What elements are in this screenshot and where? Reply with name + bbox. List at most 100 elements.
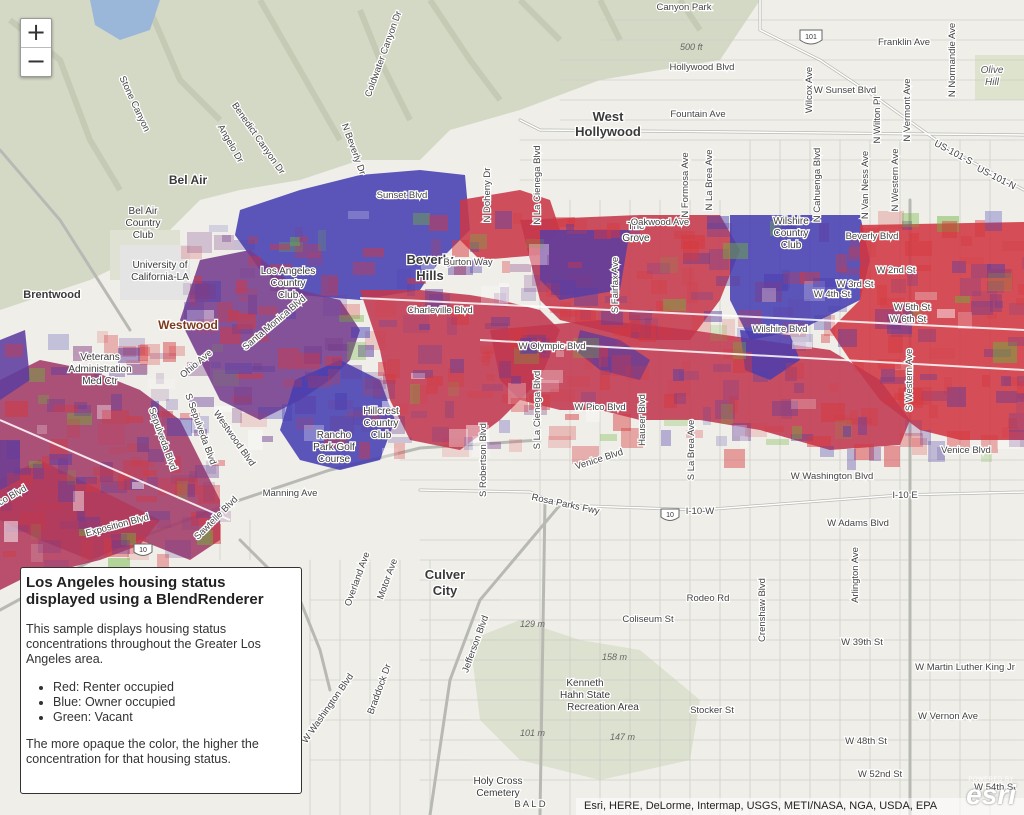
housing-tract[interactable]: [828, 306, 847, 312]
housing-tract[interactable]: [585, 355, 593, 370]
housing-tract[interactable]: [648, 328, 672, 335]
housing-tract[interactable]: [629, 220, 640, 241]
housing-tract[interactable]: [295, 227, 303, 242]
housing-tract[interactable]: [145, 511, 170, 520]
housing-tract[interactable]: [413, 385, 428, 404]
housing-tract[interactable]: [279, 242, 303, 252]
housing-tract[interactable]: [335, 393, 347, 410]
housing-tract[interactable]: [282, 404, 292, 421]
housing-tract[interactable]: [947, 431, 970, 452]
housing-tract[interactable]: [298, 353, 320, 369]
housing-tract[interactable]: [358, 345, 374, 357]
housing-tract[interactable]: [104, 538, 129, 557]
housing-tract[interactable]: [371, 415, 380, 426]
housing-tract[interactable]: [821, 334, 830, 343]
housing-tract[interactable]: [500, 287, 509, 303]
housing-tract[interactable]: [102, 410, 129, 424]
housing-tract[interactable]: [661, 430, 671, 446]
housing-tract[interactable]: [482, 352, 490, 366]
housing-tract[interactable]: [67, 470, 76, 485]
housing-tract[interactable]: [421, 260, 435, 269]
housing-tract[interactable]: [499, 283, 509, 303]
housing-tract[interactable]: [786, 363, 804, 379]
housing-tract[interactable]: [108, 558, 130, 567]
housing-tract[interactable]: [419, 324, 430, 330]
housing-tract[interactable]: [594, 229, 611, 239]
housing-tract[interactable]: [686, 430, 703, 438]
housing-tract[interactable]: [1016, 394, 1024, 413]
housing-tract[interactable]: [820, 446, 834, 457]
housing-tract[interactable]: [353, 262, 375, 275]
housing-tract[interactable]: [887, 323, 912, 334]
housing-tract[interactable]: [898, 388, 923, 408]
housing-tract[interactable]: [449, 429, 468, 447]
housing-tract[interactable]: [511, 376, 521, 384]
housing-tract[interactable]: [189, 471, 197, 482]
housing-tract[interactable]: [858, 417, 867, 435]
housing-tract[interactable]: [296, 417, 314, 430]
housing-tract[interactable]: [667, 380, 690, 397]
housing-tract[interactable]: [574, 288, 598, 306]
housing-tract[interactable]: [464, 437, 473, 450]
housing-tract[interactable]: [903, 304, 913, 323]
housing-tract[interactable]: [74, 402, 87, 409]
housing-tract[interactable]: [448, 368, 464, 387]
housing-tract[interactable]: [800, 272, 820, 284]
housing-region[interactable]: [280, 360, 395, 470]
housing-tract[interactable]: [682, 361, 690, 371]
housing-tract[interactable]: [138, 345, 148, 361]
housing-tract[interactable]: [487, 442, 501, 449]
housing-tract[interactable]: [674, 231, 695, 239]
housing-tract[interactable]: [993, 342, 1017, 363]
housing-tract[interactable]: [937, 447, 945, 460]
housing-tract[interactable]: [629, 310, 652, 320]
housing-tract[interactable]: [124, 479, 143, 490]
housing-tract[interactable]: [130, 461, 155, 467]
housing-tract[interactable]: [109, 368, 125, 377]
housing-tract[interactable]: [20, 512, 46, 530]
housing-tract[interactable]: [398, 404, 408, 414]
housing-tract[interactable]: [127, 443, 148, 452]
housing-tract[interactable]: [605, 296, 627, 303]
housing-tract[interactable]: [601, 311, 623, 325]
housing-tract[interactable]: [613, 328, 637, 336]
housing-tract[interactable]: [813, 278, 839, 287]
housing-tract[interactable]: [572, 446, 599, 464]
housing-tract[interactable]: [198, 485, 220, 504]
housing-tract[interactable]: [485, 350, 493, 359]
housing-tract[interactable]: [869, 447, 881, 461]
housing-tract[interactable]: [363, 378, 382, 396]
housing-tract[interactable]: [397, 269, 411, 289]
housing-tract[interactable]: [1009, 303, 1024, 315]
housing-tract[interactable]: [1017, 376, 1024, 386]
housing-tract[interactable]: [781, 399, 792, 419]
housing-tract[interactable]: [339, 315, 364, 322]
housing-region[interactable]: [0, 440, 20, 490]
housing-tract[interactable]: [382, 448, 398, 459]
housing-tract[interactable]: [270, 276, 283, 291]
housing-tract[interactable]: [486, 374, 495, 381]
housing-tract[interactable]: [663, 299, 686, 311]
housing-tract[interactable]: [209, 225, 228, 232]
housing-tract[interactable]: [236, 373, 263, 379]
housing-tract[interactable]: [835, 420, 852, 439]
housing-tract[interactable]: [791, 399, 816, 409]
housing-tract[interactable]: [180, 413, 200, 420]
housing-tract[interactable]: [904, 387, 913, 401]
housing-tract[interactable]: [884, 446, 900, 467]
housing-tract[interactable]: [651, 280, 667, 294]
housing-tract[interactable]: [330, 416, 354, 435]
housing-tract[interactable]: [1009, 413, 1024, 432]
housing-region[interactable]: [730, 215, 870, 340]
housing-tract[interactable]: [426, 386, 438, 394]
zoom-in-button[interactable]: +: [21, 19, 51, 48]
housing-tract[interactable]: [132, 482, 144, 489]
housing-tract[interactable]: [821, 403, 845, 422]
housing-tract[interactable]: [854, 444, 874, 460]
housing-tract[interactable]: [53, 405, 78, 412]
housing-tract[interactable]: [270, 244, 290, 250]
housing-tract[interactable]: [373, 380, 395, 399]
housing-tract[interactable]: [80, 521, 99, 533]
housing-tract[interactable]: [379, 320, 397, 327]
housing-tract[interactable]: [136, 496, 157, 502]
